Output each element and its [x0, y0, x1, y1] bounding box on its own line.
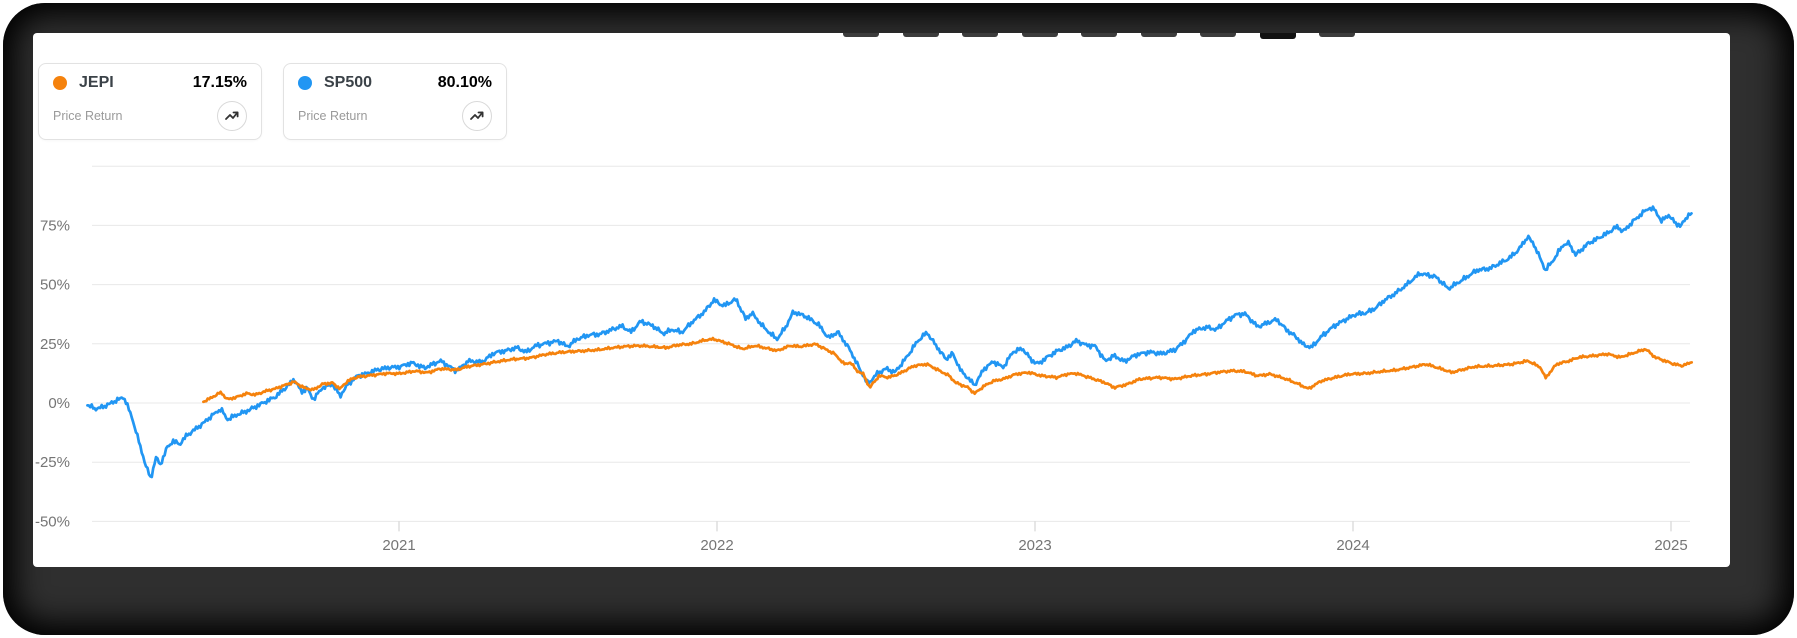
period-tab[interactable]: [1081, 33, 1117, 37]
price-chart: 75% 50% 25% 0% -25% -50% 2021 2022 2023 2024 2025: [35, 161, 1694, 554]
legend-card-jepi[interactable]: JEPI 17.15% Price Return: [38, 63, 262, 140]
y-axis-label: 50%: [40, 277, 70, 294]
return-value: 80.10%: [437, 74, 492, 91]
period-tab[interactable]: [962, 33, 998, 37]
legend-card-row: Price Return: [53, 101, 247, 131]
plot-area[interactable]: [92, 161, 1690, 521]
period-tab[interactable]: [1140, 33, 1177, 37]
return-value: 17.15%: [192, 74, 247, 91]
period-tab[interactable]: [1259, 33, 1296, 39]
metric-label: Price Return: [53, 109, 123, 123]
period-tab[interactable]: [902, 33, 939, 37]
period-tab[interactable]: [843, 33, 879, 37]
y-axis-label: -50%: [35, 513, 70, 530]
legend-card-sp500[interactable]: SP500 80.10% Price Return: [283, 63, 507, 140]
metric-label: Price Return: [298, 109, 368, 123]
y-axis-label: -25%: [35, 454, 70, 471]
legend-card-row: JEPI 17.15%: [53, 74, 247, 92]
chart-panel: JEPI 17.15% Price Return SP500 80.10%: [33, 33, 1730, 567]
legend: JEPI 17.15% Price Return SP500 80.10%: [38, 63, 507, 140]
legend-card-row: SP500 80.10%: [298, 74, 492, 92]
period-tab[interactable]: [1319, 33, 1355, 37]
x-axis-label: 2025: [1654, 537, 1687, 554]
y-axis-label: 25%: [40, 336, 70, 353]
x-axis-label: 2024: [1336, 537, 1369, 554]
series-dot-jepi: [53, 76, 67, 90]
y-axis-label: 75%: [40, 217, 70, 234]
period-tab[interactable]: [1021, 33, 1058, 37]
trend-up-icon[interactable]: [217, 101, 247, 131]
ticker-label: JEPI: [79, 74, 114, 91]
series-line-jepi: [202, 336, 1694, 404]
trend-up-icon[interactable]: [462, 101, 492, 131]
series-dot-sp500: [298, 76, 312, 90]
x-axis-label: 2021: [382, 537, 415, 554]
y-axis-label: 0%: [48, 395, 70, 412]
x-axis-label: 2022: [700, 537, 733, 554]
ticker-label: SP500: [324, 74, 373, 91]
x-axis-label: 2023: [1018, 537, 1051, 554]
legend-card-row: Price Return: [298, 101, 492, 131]
period-tab[interactable]: [1200, 33, 1236, 37]
